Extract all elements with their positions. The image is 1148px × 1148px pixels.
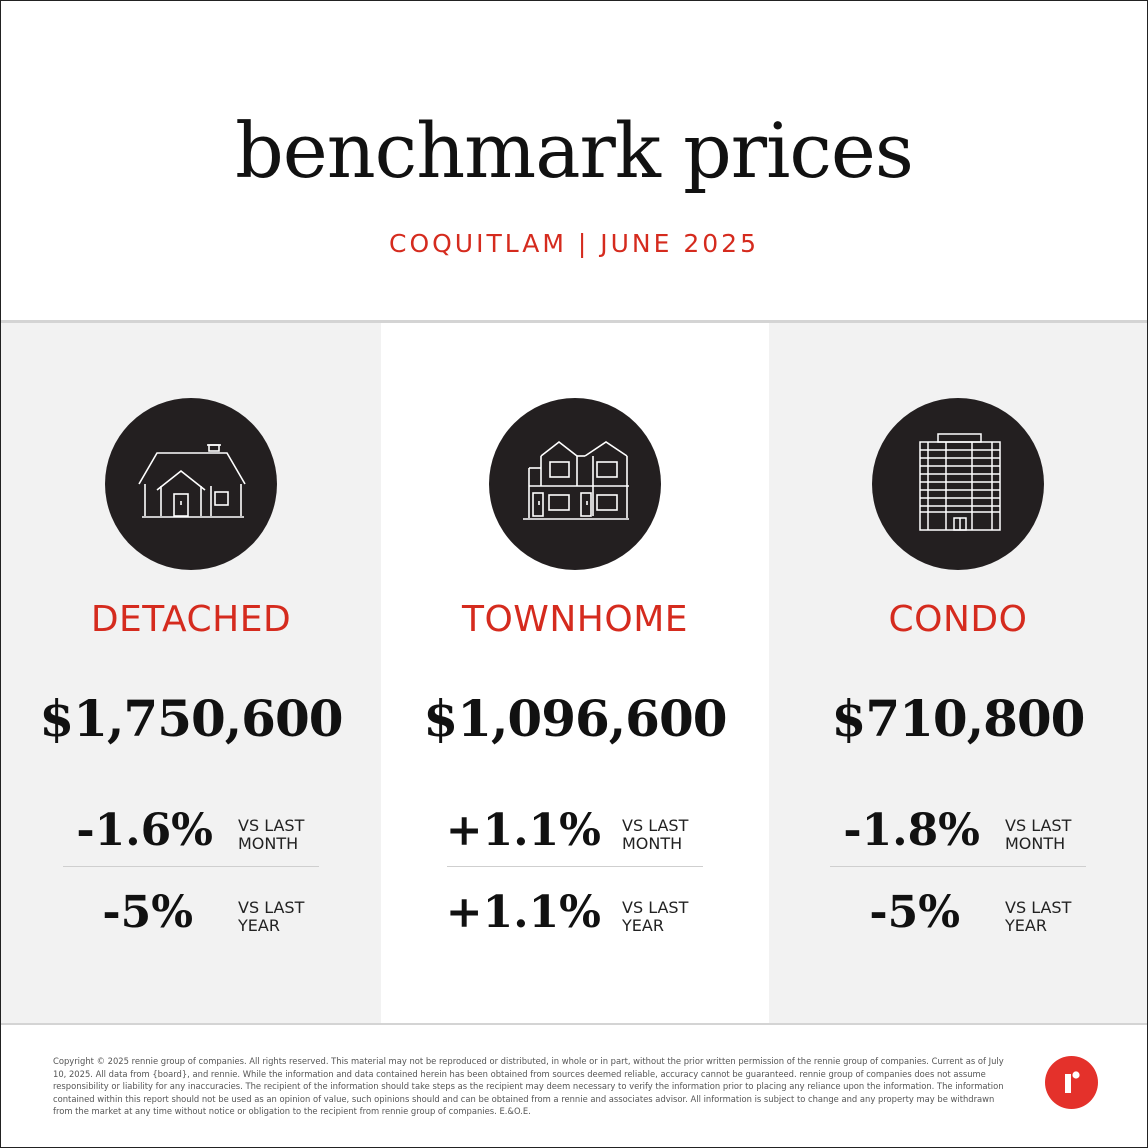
rennie-logo-icon: [1045, 1056, 1098, 1109]
year-change-value: -5%: [869, 887, 960, 938]
header: benchmark prices COQUITLAM | JUNE 2025: [1, 1, 1147, 321]
year-change-row: -5% VS LAST YEAR: [769, 883, 1147, 943]
page-title: benchmark prices: [235, 106, 914, 195]
property-type-label: DETACHED: [90, 599, 292, 640]
month-change-row: +1.1% VS LAST MONTH: [381, 801, 769, 861]
month-change-value: -1.8%: [843, 805, 980, 856]
month-change-row: -1.8% VS LAST MONTH: [769, 801, 1147, 861]
month-change-label: VS LAST MONTH: [238, 816, 305, 853]
header-divider: [1, 320, 1147, 323]
detached-house-icon: [105, 398, 277, 570]
page-subtitle: COQUITLAM | JUNE 2025: [389, 229, 759, 258]
year-change-row: -5% VS LAST YEAR: [1, 883, 381, 943]
property-column-condo: CONDO $710,800 -1.8% VS LAST MONTH -5% V…: [769, 323, 1147, 1023]
benchmark-price: $1,096,600: [423, 689, 727, 748]
row-divider: [447, 866, 703, 867]
month-change-value: +1.1%: [445, 805, 601, 856]
year-change-label: VS LAST YEAR: [1005, 898, 1072, 935]
townhome-icon: [489, 398, 661, 570]
property-column-detached: DETACHED $1,750,600 -1.6% VS LAST MONTH …: [1, 323, 381, 1023]
disclaimer-text: Copyright © 2025 rennie group of compani…: [53, 1056, 1004, 1117]
property-column-townhome: TOWNHOME $1,096,600 +1.1% VS LAST MONTH …: [381, 323, 769, 1023]
year-change-label: VS LAST YEAR: [622, 898, 689, 935]
month-change-label: VS LAST MONTH: [622, 816, 689, 853]
month-change-value: -1.6%: [76, 805, 213, 856]
property-type-label: TOWNHOME: [461, 599, 689, 640]
year-change-label: VS LAST YEAR: [238, 898, 305, 935]
year-change-value: -5%: [102, 887, 193, 938]
benchmark-price: $1,750,600: [39, 689, 343, 748]
row-divider: [63, 866, 319, 867]
month-change-row: -1.6% VS LAST MONTH: [1, 801, 381, 861]
property-type-label: CONDO: [888, 599, 1028, 640]
year-change-value: +1.1%: [445, 887, 601, 938]
condo-building-icon: [872, 398, 1044, 570]
benchmark-price: $710,800: [831, 689, 1086, 748]
year-change-row: +1.1% VS LAST YEAR: [381, 883, 769, 943]
month-change-label: VS LAST MONTH: [1005, 816, 1072, 853]
row-divider: [830, 866, 1086, 867]
footer-divider: [1, 1023, 1147, 1025]
